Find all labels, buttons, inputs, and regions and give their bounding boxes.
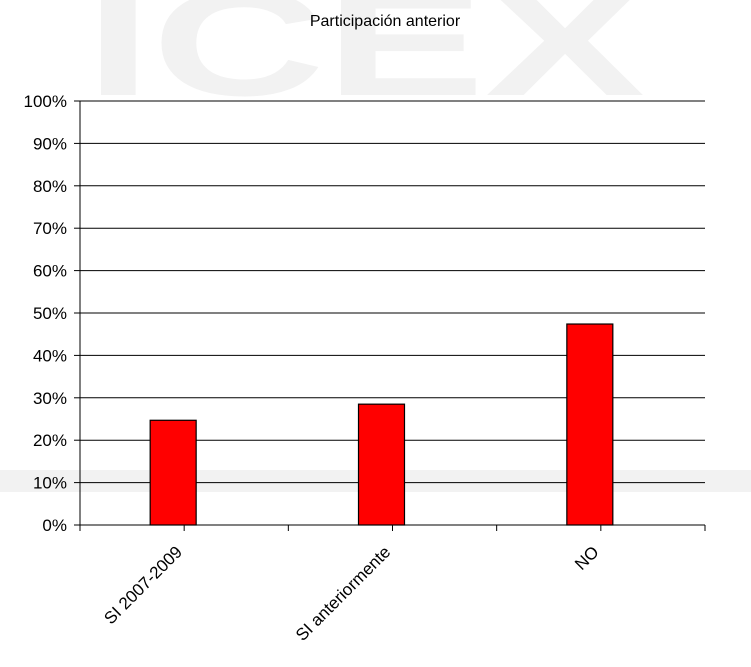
- x-tick-label: SI 2007-2009: [100, 542, 186, 628]
- y-tick-label: 50%: [33, 304, 67, 323]
- bar: [149, 419, 197, 526]
- y-tick-label: 20%: [33, 431, 67, 450]
- x-tick-label: SI anteriormente: [292, 542, 394, 644]
- y-tick-label: 0%: [42, 516, 67, 535]
- x-tick-label: NO: [571, 542, 602, 573]
- y-tick-label: 10%: [33, 474, 67, 493]
- y-tick-label: 40%: [33, 346, 67, 365]
- y-tick-label: 60%: [33, 262, 67, 281]
- bar: [357, 403, 406, 526]
- y-tick-label: 80%: [33, 177, 67, 196]
- watermark-text: ICEX: [85, 0, 645, 127]
- y-axis-ticks: 0% 10% 20% 30% 40% 50% 60% 70% 80% 90% 100%: [24, 92, 81, 535]
- y-tick-label: 100%: [24, 92, 67, 111]
- chart-title: Participación anterior: [310, 13, 461, 30]
- x-axis: [79, 524, 706, 531]
- bar: [566, 323, 614, 526]
- y-tick-label: 30%: [33, 389, 67, 408]
- y-tick-label: 90%: [33, 134, 67, 153]
- bars: [149, 323, 614, 526]
- x-axis-labels: SI 2007-2009 SI anteriormente NO: [100, 542, 602, 644]
- y-tick-label: 70%: [33, 219, 67, 238]
